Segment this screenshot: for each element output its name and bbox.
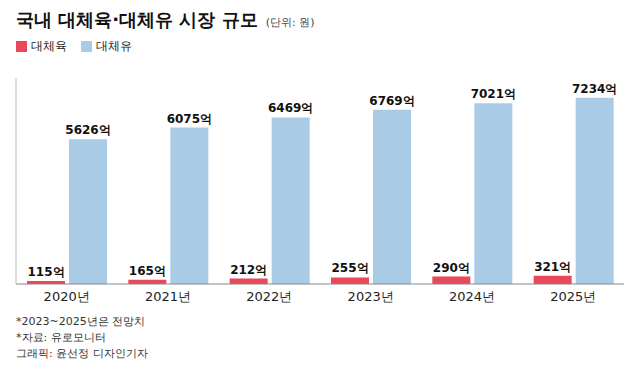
svg-text:165억: 165억 xyxy=(129,264,166,278)
svg-text:6769억: 6769억 xyxy=(369,94,414,108)
svg-text:7021억: 7021억 xyxy=(471,87,516,101)
svg-text:6075억: 6075억 xyxy=(167,112,212,126)
svg-text:2022년: 2022년 xyxy=(246,289,292,304)
svg-text:321억: 321억 xyxy=(534,260,571,274)
svg-text:2024년: 2024년 xyxy=(449,289,495,304)
html-text:그래픽: 윤선정 디자인기자: 그래픽: 윤선정 디자인기자 xyxy=(16,347,148,360)
svg-text:5626억: 5626억 xyxy=(65,123,110,137)
svg-text:115억: 115억 xyxy=(27,265,64,279)
html-text:국내 대체육·대체유 시장 규모 (단위: 원): 국내 대체육·대체유 시장 규모 (단위: 원) xyxy=(16,9,315,30)
html-text:*자료: 유로모니터: *자료: 유로모니터 xyxy=(16,331,106,344)
svg-text:2021년: 2021년 xyxy=(145,289,191,304)
html-text:대체유: 대체유 xyxy=(96,39,132,53)
html-text:대체육: 대체육 xyxy=(31,39,67,53)
svg-text:290억: 290억 xyxy=(433,261,470,275)
svg-text:2025년: 2025년 xyxy=(550,289,596,304)
svg-text:212억: 212억 xyxy=(230,263,267,277)
svg-text:2020년: 2020년 xyxy=(44,289,90,304)
svg-text:255억: 255억 xyxy=(331,261,368,275)
svg-text:7234억: 7234억 xyxy=(572,82,617,96)
svg-text:6469억: 6469억 xyxy=(268,101,313,115)
html-text:*2023~2025년은 전망치: *2023~2025년은 전망치 xyxy=(16,315,146,328)
svg-text:2023년: 2023년 xyxy=(348,289,394,304)
